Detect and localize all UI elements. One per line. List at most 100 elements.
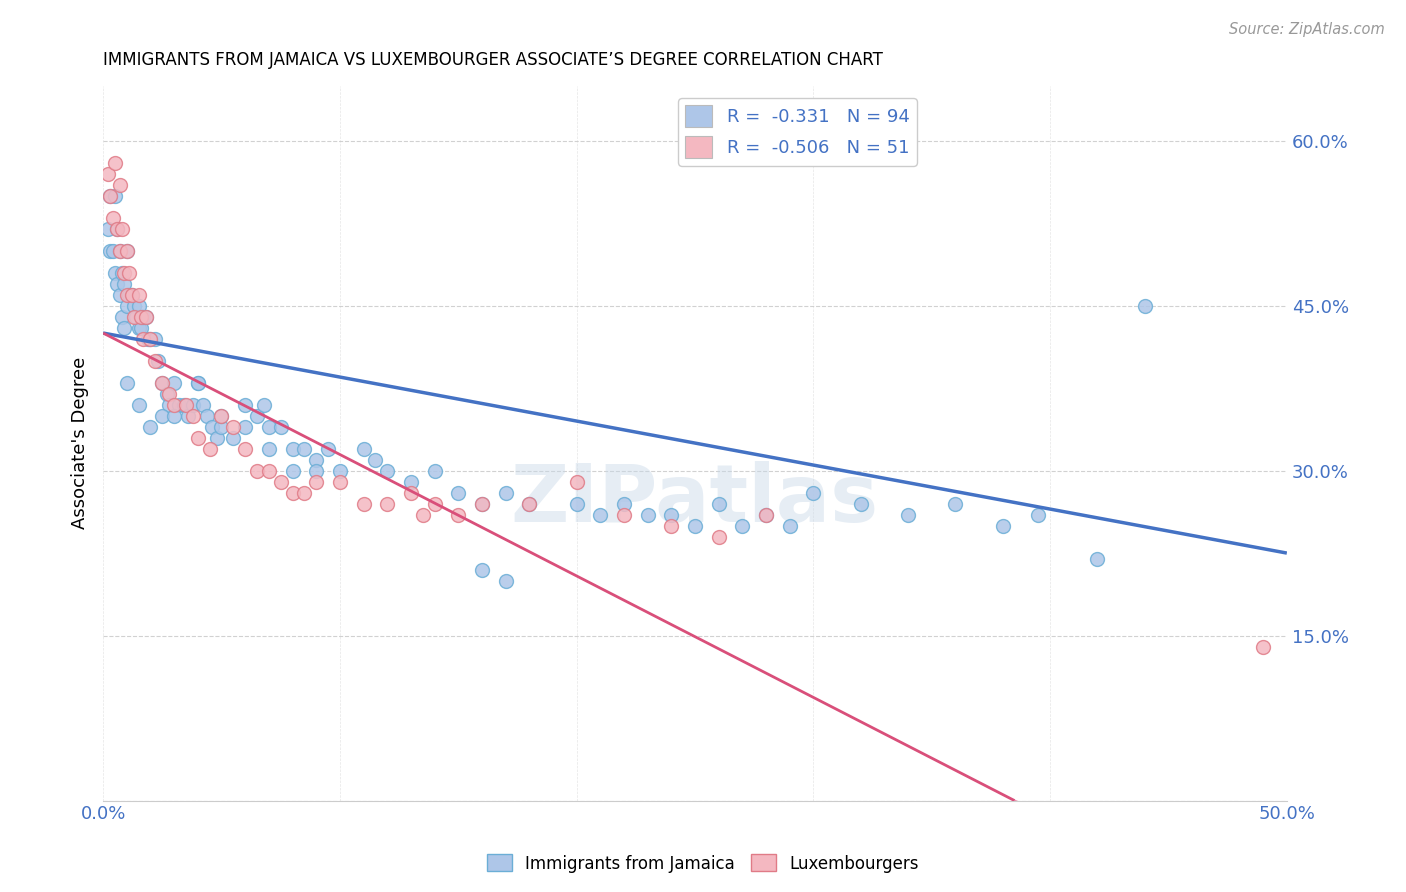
Point — [104, 266, 127, 280]
Point — [132, 310, 155, 324]
Point — [423, 464, 446, 478]
Point — [316, 442, 339, 456]
Point — [104, 188, 127, 202]
Point — [270, 475, 292, 489]
Point — [353, 497, 375, 511]
Point — [1087, 551, 1109, 566]
Point — [129, 310, 152, 324]
Point — [163, 398, 186, 412]
Point — [329, 475, 352, 489]
Text: IMMIGRANTS FROM JAMAICA VS LUXEMBOURGER ASSOCIATE’S DEGREE CORRELATION CHART: IMMIGRANTS FROM JAMAICA VS LUXEMBOURGER … — [103, 51, 883, 69]
Point — [121, 287, 143, 301]
Point — [292, 442, 315, 456]
Point — [246, 464, 269, 478]
Point — [118, 266, 141, 280]
Point — [201, 419, 224, 434]
Point — [257, 419, 280, 434]
Point — [233, 419, 256, 434]
Point — [375, 497, 398, 511]
Point — [270, 419, 292, 434]
Point — [135, 310, 157, 324]
Point — [257, 464, 280, 478]
Point — [211, 419, 233, 434]
Point — [495, 574, 517, 588]
Point — [222, 431, 245, 445]
Point — [181, 409, 204, 423]
Point — [659, 508, 682, 522]
Point — [174, 398, 197, 412]
Point — [139, 332, 162, 346]
Point — [128, 287, 150, 301]
Point — [233, 398, 256, 412]
Legend: R =  -0.331   N = 94, R =  -0.506   N = 51: R = -0.331 N = 94, R = -0.506 N = 51 — [678, 98, 917, 166]
Point — [659, 518, 682, 533]
Point — [97, 221, 120, 235]
Point — [222, 419, 245, 434]
Point — [399, 475, 422, 489]
Point — [471, 497, 494, 511]
Point — [707, 530, 730, 544]
Point — [613, 497, 636, 511]
Point — [779, 518, 801, 533]
Point — [98, 188, 121, 202]
Point — [755, 508, 778, 522]
Point — [683, 518, 706, 533]
Point — [108, 178, 131, 192]
Point — [111, 266, 134, 280]
Point — [177, 409, 200, 423]
Point — [128, 398, 150, 412]
Point — [157, 386, 180, 401]
Point — [329, 464, 352, 478]
Point — [191, 398, 214, 412]
Point — [253, 398, 276, 412]
Point — [122, 310, 145, 324]
Text: Source: ZipAtlas.com: Source: ZipAtlas.com — [1229, 22, 1385, 37]
Point — [412, 508, 434, 522]
Point — [849, 497, 872, 511]
Point — [156, 386, 179, 401]
Legend: Immigrants from Jamaica, Luxembourgers: Immigrants from Jamaica, Luxembourgers — [479, 847, 927, 880]
Point — [305, 475, 328, 489]
Point — [246, 409, 269, 423]
Point — [114, 266, 136, 280]
Point — [132, 332, 155, 346]
Point — [517, 497, 540, 511]
Point — [108, 287, 131, 301]
Point — [281, 442, 304, 456]
Point — [125, 310, 148, 324]
Point — [233, 442, 256, 456]
Point — [471, 563, 494, 577]
Point — [163, 376, 186, 390]
Point — [104, 155, 127, 169]
Point — [495, 485, 517, 500]
Point — [98, 244, 121, 258]
Point — [101, 211, 124, 225]
Point — [731, 518, 754, 533]
Point — [305, 452, 328, 467]
Point — [399, 485, 422, 500]
Point — [105, 221, 128, 235]
Point — [115, 244, 138, 258]
Point — [139, 419, 162, 434]
Point — [105, 277, 128, 291]
Point — [187, 431, 209, 445]
Point — [163, 409, 186, 423]
Point — [150, 376, 173, 390]
Point — [115, 299, 138, 313]
Point — [801, 485, 824, 500]
Text: ZIPatlas: ZIPatlas — [510, 461, 879, 540]
Point — [97, 167, 120, 181]
Point — [897, 508, 920, 522]
Point — [423, 497, 446, 511]
Point — [98, 188, 121, 202]
Point — [364, 452, 387, 467]
Y-axis label: Associate's Degree: Associate's Degree — [72, 357, 89, 529]
Point — [945, 497, 967, 511]
Point — [755, 508, 778, 522]
Point — [1026, 508, 1049, 522]
Point — [375, 464, 398, 478]
Point — [1133, 299, 1156, 313]
Point — [1251, 640, 1274, 654]
Point — [115, 244, 138, 258]
Point — [187, 376, 209, 390]
